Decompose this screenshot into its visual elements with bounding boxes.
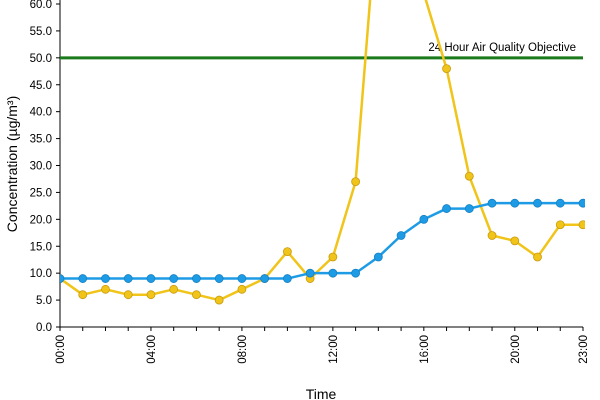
series-2-point [510,198,520,208]
series-1-point [282,247,292,257]
series-2-point [578,198,585,208]
x-tick-label: 23:00 [578,335,590,364]
x-tick-label: 16:00 [419,335,431,364]
series-2-point [169,274,179,283]
y-tick-label: 50.0 [30,53,52,65]
series-2-point [146,274,156,283]
series-2-point [555,198,565,208]
series-2-point [419,214,429,224]
series-2-point [60,274,65,283]
y-tick-label: 25.0 [30,187,52,199]
y-tick-label: 45.0 [30,80,52,92]
series-2-point [282,274,292,283]
series-1-point [169,284,179,294]
series-1-point [78,290,88,300]
x-tick-label: 04:00 [146,335,158,364]
series-2-point [305,268,315,278]
series-2-point [351,268,361,278]
series-1-point [123,290,133,300]
series-2-point [328,268,338,278]
series-2-point [464,204,474,213]
series-1-point [578,220,585,230]
y-tick-label: 55.0 [30,26,52,38]
series-2-point [533,198,542,208]
series-2-point [101,274,110,283]
series-1-point [487,231,497,240]
y-tick-label: 15.0 [30,241,52,253]
series-2-point [192,274,201,283]
x-axis-title: Time [306,386,337,400]
series-1-point [464,171,474,181]
series-group [60,0,585,305]
tick-labels: 0.0 5.0 10.0 15.0 20.0 25.0 30.0 35.0 40.0 45.0 50… [30,0,590,364]
series-1-point [442,64,451,73]
series-2-point [237,274,247,283]
series-2-point [78,274,88,283]
y-tick-label: 30.0 [30,161,52,173]
series-2-point [373,252,383,262]
series-1-point [555,220,565,230]
x-tick-label: 08:00 [237,335,249,364]
series-1-point [101,284,110,294]
series-1-point [328,252,338,262]
y-tick-label: 40.0 [30,107,52,119]
y-tick-label: 35.0 [30,134,52,146]
series-1-point [351,177,361,187]
series-2-point [260,274,270,283]
x-tick-label: 12:00 [328,335,340,364]
x-tick-label: 20:00 [510,335,522,364]
series-1-point [214,295,224,305]
series-1-point [146,290,156,300]
series-1-point [533,252,542,262]
series-1-point [237,284,247,294]
series-2-point [214,274,224,283]
series-1-point [192,290,201,300]
y-axis-title: Concentration (µg/m³) [4,96,20,232]
series-2-point [442,204,451,213]
y-tick-label: 20.0 [30,214,52,226]
y-tick-label: 10.0 [30,268,52,280]
series-2-point [396,231,406,240]
reference-line-group: 24 Hour Air Quality Objective [60,42,583,60]
series-2-point [487,198,497,208]
y-tick-label: 60.0 [30,0,52,11]
y-tick-label: 0.0 [36,322,52,334]
y-tick-label: 5.0 [36,295,52,307]
series-1-point [510,236,520,246]
x-tick-label: 00:00 [55,335,67,364]
series-2-point [123,274,133,283]
axes [56,0,584,331]
air-quality-objective-label: 24 Hour Air Quality Objective [428,42,576,54]
